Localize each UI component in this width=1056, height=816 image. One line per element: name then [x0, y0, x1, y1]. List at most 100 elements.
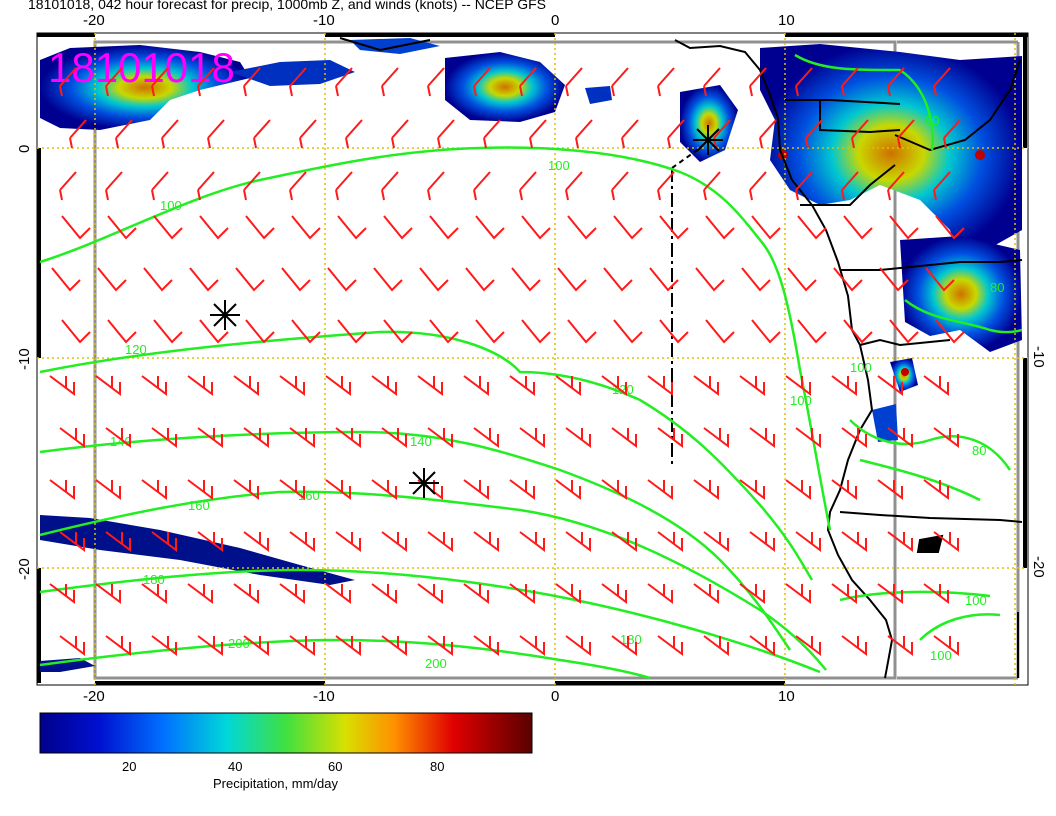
wind-barb [325, 375, 351, 396]
colorbar-tick: 80 [430, 759, 444, 774]
wind-barb [187, 375, 213, 396]
wind-barb [749, 531, 775, 552]
wind-barb [161, 119, 179, 149]
wind-barb [841, 427, 867, 448]
wind-barb [335, 171, 353, 201]
wind-barb [245, 319, 275, 344]
wind-barb [657, 427, 683, 448]
wind-barb [703, 427, 729, 448]
wind-barb [565, 427, 591, 448]
wind-barb [289, 67, 307, 97]
wind-barb [693, 479, 719, 500]
wind-barb [613, 319, 643, 344]
contour-label: 100 [790, 393, 812, 408]
wind-barb [749, 635, 775, 656]
wind-barb [933, 531, 959, 552]
contour-label: 80 [925, 113, 939, 128]
wind-barb [197, 171, 215, 201]
wind-barb [325, 479, 351, 500]
wind-barb [521, 215, 551, 240]
wind-barb [705, 215, 735, 240]
wind-barb [115, 119, 133, 149]
contour-label: 120 [612, 382, 634, 397]
x-tick-bottom: 0 [551, 688, 559, 705]
wind-barb [463, 375, 489, 396]
wind-barb [601, 583, 627, 604]
wind-barb [419, 267, 449, 292]
wind-barb [153, 319, 183, 344]
wind-barb [289, 171, 307, 201]
y-tick-right: -20 [1030, 556, 1047, 578]
wind-barb [785, 479, 811, 500]
wind-barb [647, 479, 673, 500]
wind-barb [473, 67, 491, 97]
wind-barb [381, 635, 407, 656]
wind-barb [187, 583, 213, 604]
wind-barb [785, 375, 811, 396]
wind-barb [601, 479, 627, 500]
wind-barb [107, 319, 137, 344]
wind-barb [427, 635, 453, 656]
wind-barb [887, 67, 905, 97]
wind-barb [529, 119, 547, 149]
wind-barb [95, 479, 121, 500]
wind-barb [289, 635, 315, 656]
wind-barb [795, 635, 821, 656]
wind-barb [879, 267, 909, 292]
wind-barb [925, 267, 955, 292]
wind-barb [703, 171, 721, 201]
wind-barb [141, 479, 167, 500]
wind-barb [565, 635, 591, 656]
wind-barb [751, 319, 781, 344]
wind-barb [877, 479, 903, 500]
precip-colorbar: 20 40 60 80 [39, 712, 533, 774]
wind-barb [59, 171, 77, 201]
wind-barb [383, 215, 413, 240]
wind-barb [603, 267, 633, 292]
wind-barb [97, 267, 127, 292]
wind-barb [335, 635, 361, 656]
x-tick-bottom: 10 [778, 688, 795, 705]
contour-label: 140 [110, 434, 132, 449]
x-tick-bottom: -20 [83, 688, 105, 705]
wind-barb [693, 583, 719, 604]
wind-barb [233, 375, 259, 396]
wind-barb [519, 531, 545, 552]
wind-barb [153, 215, 183, 240]
wind-barb [95, 583, 121, 604]
wind-barb [371, 479, 397, 500]
wind-barb [151, 67, 169, 97]
colorbar-label: Precipitation, mm/day [213, 776, 338, 791]
wind-barb [243, 427, 269, 448]
wind-barb [141, 375, 167, 396]
wind-barb [831, 479, 857, 500]
wind-barb [289, 531, 315, 552]
wind-barb [373, 267, 403, 292]
wind-barb [887, 171, 905, 201]
wind-barb [463, 583, 489, 604]
wind-barb [207, 119, 225, 149]
wind-barb [759, 119, 777, 149]
wind-barb [243, 635, 269, 656]
wind-barb [805, 119, 823, 149]
wind-barb [59, 67, 77, 97]
x-tick-top: -20 [83, 12, 105, 29]
wind-barb [833, 267, 863, 292]
wind-barb [705, 319, 735, 344]
wind-barb [281, 267, 311, 292]
wind-barb [935, 319, 965, 344]
wind-barb [667, 119, 685, 149]
wind-barb [197, 427, 223, 448]
wind-barb [739, 375, 765, 396]
wind-barb [105, 531, 131, 552]
wind-barb [557, 267, 587, 292]
wind-barb [151, 531, 177, 552]
contour-label: 100 [850, 360, 872, 375]
wind-barb [427, 531, 453, 552]
contour-label: 100 [965, 593, 987, 608]
wind-barb [243, 67, 261, 97]
contour-label: 140 [410, 434, 432, 449]
wind-barb [795, 531, 821, 552]
wind-barb [391, 119, 409, 149]
contour-label: 100 [548, 158, 570, 173]
